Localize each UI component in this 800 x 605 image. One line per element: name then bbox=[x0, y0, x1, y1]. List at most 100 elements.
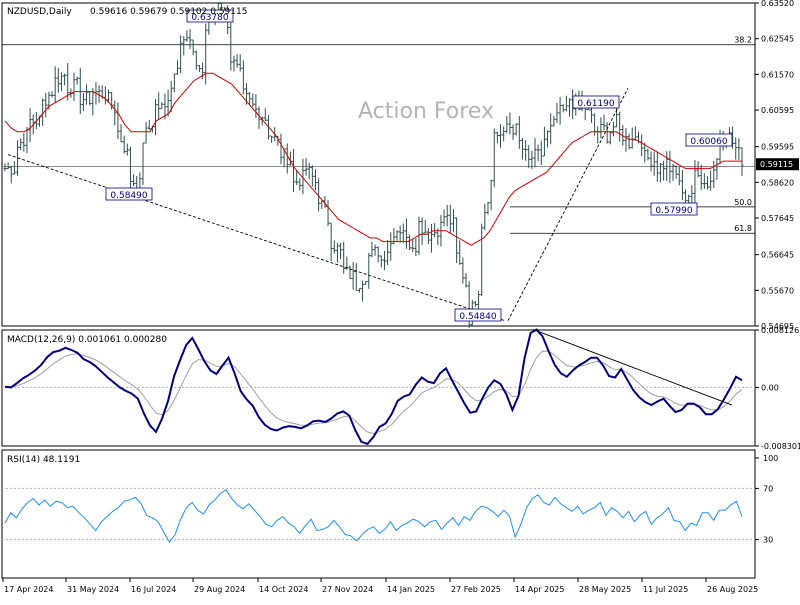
price-bar bbox=[19, 138, 23, 151]
x-axis-label: 14 Jan 2025 bbox=[387, 585, 435, 594]
price-bar bbox=[461, 257, 465, 284]
price-bar bbox=[41, 98, 45, 127]
price-bar bbox=[611, 121, 615, 137]
moving-average-line bbox=[4, 72, 742, 246]
price-bar bbox=[9, 165, 13, 184]
price-bar bbox=[235, 54, 239, 68]
price-bar bbox=[85, 84, 89, 105]
macd-panel bbox=[4, 328, 743, 446]
price-bar bbox=[166, 89, 170, 117]
price-bar bbox=[251, 93, 255, 108]
price-bar bbox=[188, 28, 192, 50]
price-bar bbox=[696, 161, 700, 178]
price-bar bbox=[480, 223, 484, 296]
watermark: Action Forex bbox=[358, 99, 494, 124]
price-bar bbox=[323, 195, 327, 208]
price-bar bbox=[464, 273, 468, 288]
price-annotation-label: 0.57990 bbox=[655, 206, 692, 216]
price-bar bbox=[702, 173, 706, 190]
price-bar bbox=[533, 138, 537, 168]
x-axis-label: 31 May 2024 bbox=[67, 585, 119, 594]
price-bar bbox=[295, 169, 299, 186]
price-bar bbox=[238, 54, 242, 72]
price-bar bbox=[292, 148, 296, 193]
price-bar bbox=[160, 102, 164, 110]
price-bar bbox=[232, 55, 236, 72]
price-bar bbox=[75, 76, 79, 85]
price-bar bbox=[157, 92, 161, 120]
price-bar bbox=[110, 92, 114, 110]
price-bar bbox=[699, 164, 703, 191]
price-bar bbox=[282, 148, 286, 168]
price-bar bbox=[671, 163, 675, 181]
rsi-title: RSI(14) 48.1191 bbox=[7, 455, 80, 465]
price-bar bbox=[643, 142, 647, 163]
price-bar bbox=[379, 255, 383, 268]
rsi-panel bbox=[4, 489, 743, 544]
price-bar bbox=[197, 65, 201, 72]
price-bar bbox=[241, 60, 245, 95]
panel-border-1 bbox=[1, 329, 756, 447]
price-bar bbox=[6, 162, 10, 170]
price-bar bbox=[81, 92, 85, 112]
price-bar bbox=[28, 108, 32, 143]
panel-frames bbox=[1, 2, 756, 579]
price-bar bbox=[677, 166, 681, 186]
price-bar bbox=[605, 122, 609, 144]
price-bar bbox=[357, 288, 361, 293]
price-annotation: 0.61190 bbox=[572, 95, 620, 109]
price-bar bbox=[169, 80, 173, 113]
rsi-tick-label: 70 bbox=[763, 484, 773, 493]
rsi-line bbox=[4, 489, 743, 544]
price-bar bbox=[310, 165, 314, 187]
price-bar bbox=[448, 204, 452, 234]
price-bar bbox=[649, 151, 653, 172]
price-bar bbox=[72, 72, 76, 101]
price-bar bbox=[608, 131, 612, 145]
price-bar bbox=[542, 126, 546, 157]
price-bar bbox=[404, 218, 408, 249]
macd-main-line bbox=[4, 328, 743, 446]
macd-title: MACD(12,26,9) 0.001061 0.000280 bbox=[7, 335, 167, 345]
price-bar bbox=[285, 143, 289, 174]
price-bar bbox=[279, 133, 283, 165]
price-bar bbox=[684, 189, 688, 203]
x-axis-label: 27 Nov 2024 bbox=[322, 585, 373, 594]
price-bar bbox=[495, 131, 499, 144]
price-bar bbox=[627, 133, 631, 150]
price-bar bbox=[492, 128, 496, 188]
price-bar bbox=[458, 240, 462, 265]
price-bar bbox=[420, 217, 424, 245]
price-bar bbox=[690, 185, 694, 206]
price-bar bbox=[141, 142, 145, 185]
price-bar bbox=[411, 239, 415, 253]
price-bar bbox=[455, 217, 459, 264]
price-bar bbox=[304, 157, 308, 176]
price-bar bbox=[88, 91, 92, 106]
macd-signal-line bbox=[4, 350, 743, 435]
axes: 0.63520 0.62545 0.61570 0.60595 0.59595 0.586… bbox=[2, 0, 800, 594]
price-bar bbox=[520, 137, 524, 160]
price-bar bbox=[536, 144, 540, 162]
trendline-dashed-low bbox=[7, 154, 506, 322]
x-axis-label: 14 Apr 2025 bbox=[515, 585, 564, 594]
price-bar bbox=[339, 242, 343, 259]
price-bar bbox=[364, 281, 368, 285]
price-annotation-label: 0.63780 bbox=[191, 13, 228, 23]
price-bar bbox=[395, 230, 399, 242]
price-bar bbox=[194, 50, 198, 70]
price-bar bbox=[119, 124, 123, 143]
price-bar bbox=[514, 123, 518, 136]
price-annotation: 0.54840 bbox=[454, 308, 502, 322]
price-bar bbox=[361, 280, 365, 302]
price-bar bbox=[706, 176, 710, 190]
price-bar bbox=[568, 98, 572, 117]
macd-tick-label: 0.008126 bbox=[761, 326, 799, 335]
price-panel: 38.2 50.0 61.8 0.63780 0.58490 0.61190 0.60060… bbox=[2, 2, 755, 328]
x-axis-label: 26 Aug 2025 bbox=[707, 585, 758, 594]
price-bar bbox=[248, 92, 252, 106]
price-bar bbox=[630, 127, 634, 149]
price-bar bbox=[433, 223, 437, 238]
macd-tick-label: -0.008301 bbox=[761, 442, 800, 451]
price-bar bbox=[442, 209, 446, 227]
